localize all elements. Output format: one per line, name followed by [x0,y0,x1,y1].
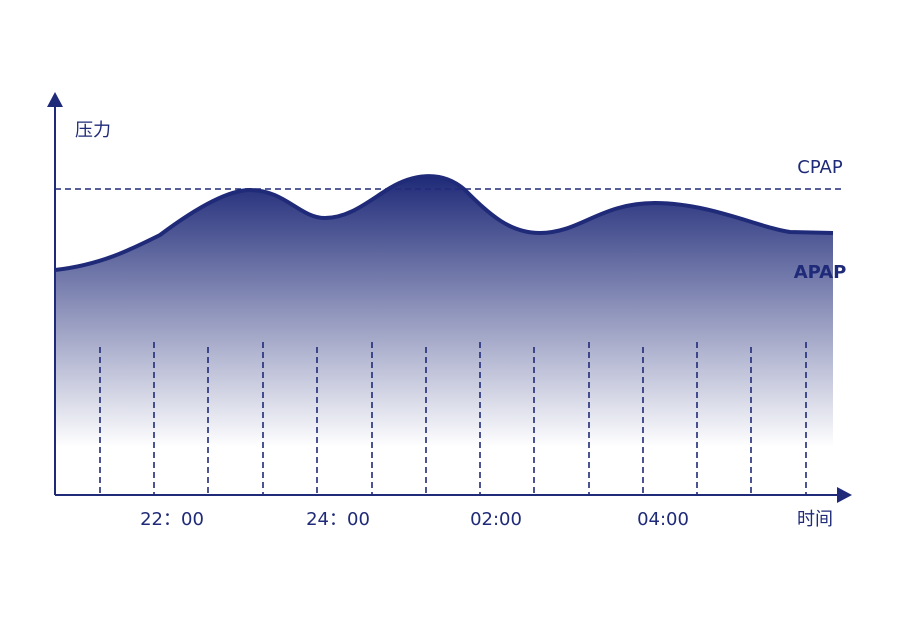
x-tick-label: 22：00 [140,509,204,530]
apap-curve [54,174,834,272]
cpap-label: CPAP [797,157,843,178]
apap-area [55,176,833,495]
x-tick-label: 02:00 [470,509,522,530]
x-tick-label: 24：00 [306,509,370,530]
x-tick-label: 04:00 [637,509,689,530]
time-markers [99,342,807,494]
x-axis-arrow [837,487,852,503]
apap-label: APAP [794,262,847,283]
y-axis-arrow [47,92,63,107]
x-axis-label: 时间 [797,509,833,530]
y-axis-label: 压力 [75,120,111,141]
